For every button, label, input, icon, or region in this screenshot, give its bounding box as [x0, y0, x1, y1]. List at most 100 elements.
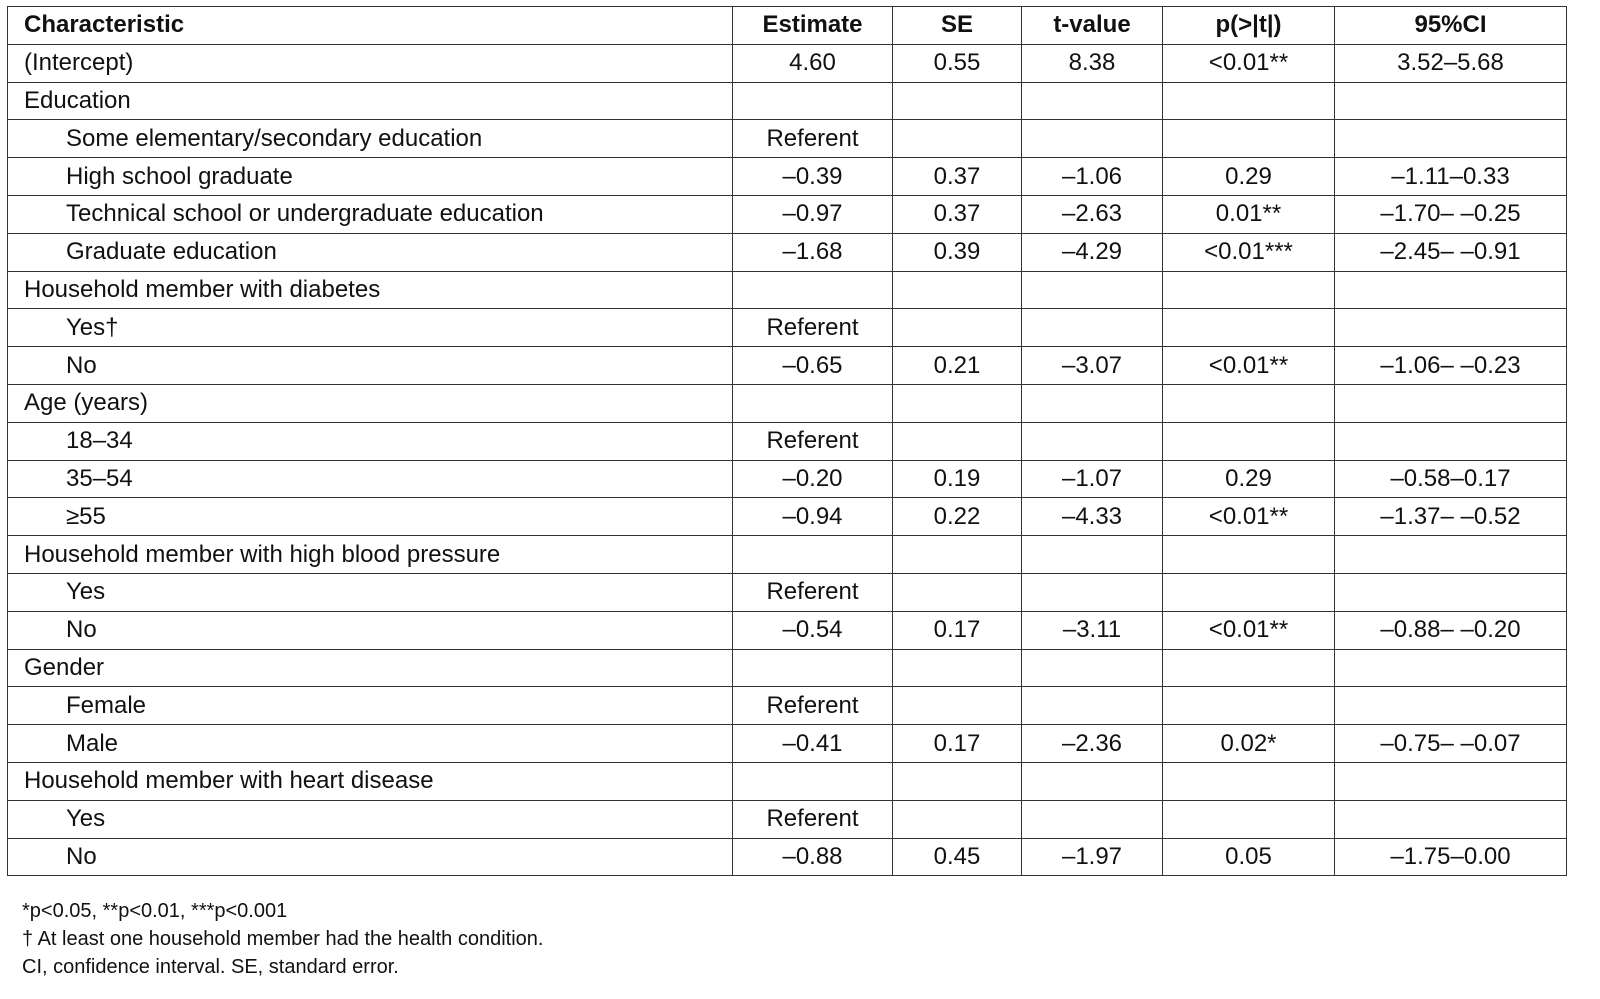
empty-cell: [1162, 383, 1335, 423]
row-label: Technical school or undergraduate educat…: [7, 194, 733, 234]
empty-cell: [1162, 421, 1335, 461]
table-row: Graduate education –1.68 0.39 –4.29 <0.01***…: [7, 232, 1567, 272]
empty-cell: [1021, 308, 1163, 348]
empty-cell: [732, 761, 893, 801]
row-label: No: [7, 837, 733, 877]
empty-cell: [1021, 572, 1163, 612]
table-row: No –0.54 0.17 –3.11 <0.01** –0.88– –0.20: [7, 610, 1567, 650]
cell: Referent: [732, 119, 893, 159]
cell: <0.01**: [1162, 43, 1335, 83]
table-row: No –0.65 0.21 –3.07 <0.01** –1.06– –0.23: [7, 346, 1567, 385]
cell: –1.11–0.33: [1334, 157, 1567, 196]
empty-cell: [892, 308, 1022, 348]
row-label: 18–34: [7, 421, 733, 461]
cell: 0.21: [892, 346, 1022, 385]
cell: –3.07: [1021, 346, 1163, 385]
cell: 0.19: [892, 459, 1022, 499]
table-row: Yes Referent: [7, 572, 1567, 612]
row-label: Age (years): [7, 383, 733, 423]
row-label: Female: [7, 686, 733, 726]
cell: 3.52–5.68: [1334, 43, 1567, 83]
cell: 8.38: [1021, 43, 1163, 83]
cell: 0.29: [1162, 459, 1335, 499]
cell: –0.88– –0.20: [1334, 610, 1567, 650]
empty-cell: [732, 648, 893, 688]
cell: Referent: [732, 572, 893, 612]
cell: –0.41: [732, 724, 893, 763]
row-label: Yes: [7, 572, 733, 612]
row-label: Yes: [7, 799, 733, 839]
table-row: Household member with diabetes: [7, 270, 1567, 310]
cell: –0.58–0.17: [1334, 459, 1567, 499]
row-label: No: [7, 610, 733, 650]
cell: Referent: [732, 799, 893, 839]
empty-cell: [1162, 572, 1335, 612]
column-header: t-value: [1021, 6, 1163, 45]
empty-cell: [1334, 383, 1567, 423]
cell: 0.37: [892, 157, 1022, 196]
row-label: ≥55: [7, 497, 733, 537]
table-row: Female Referent: [7, 686, 1567, 726]
table-row: Household member with high blood pressur…: [7, 535, 1567, 574]
table-row: High school graduate –0.39 0.37 –1.06 0.29 –1…: [7, 157, 1567, 196]
table-row: Gender: [7, 648, 1567, 688]
table-row: Technical school or undergraduate educat…: [7, 194, 1567, 234]
table-row: Some elementary/secondary education Refer…: [7, 119, 1567, 159]
table-row: Yes† Referent: [7, 308, 1567, 348]
empty-cell: [1021, 119, 1163, 159]
row-label: Graduate education: [7, 232, 733, 272]
cell: –1.06: [1021, 157, 1163, 196]
cell: 0.02*: [1162, 724, 1335, 763]
empty-cell: [1334, 648, 1567, 688]
empty-cell: [1334, 799, 1567, 839]
cell: –2.36: [1021, 724, 1163, 763]
cell: –0.54: [732, 610, 893, 650]
empty-cell: [1021, 270, 1163, 310]
cell: 4.60: [732, 43, 893, 83]
empty-cell: [732, 535, 893, 574]
empty-cell: [892, 572, 1022, 612]
row-label: Education: [7, 81, 733, 121]
table-row: No –0.88 0.45 –1.97 0.05 –1.75–0.00: [7, 837, 1567, 877]
table-row: Education: [7, 81, 1567, 121]
cell: –2.63: [1021, 194, 1163, 234]
cell: –1.06– –0.23: [1334, 346, 1567, 385]
cell: –2.45– –0.91: [1334, 232, 1567, 272]
empty-cell: [892, 761, 1022, 801]
row-label: Gender: [7, 648, 733, 688]
cell: 0.45: [892, 837, 1022, 877]
cell: –0.88: [732, 837, 893, 877]
column-header: p(>|t|): [1162, 6, 1335, 45]
empty-cell: [892, 119, 1022, 159]
cell: –1.70– –0.25: [1334, 194, 1567, 234]
cell: 0.17: [892, 610, 1022, 650]
column-header: SE: [892, 6, 1022, 45]
column-header: 95%CI: [1334, 6, 1567, 45]
cell: 0.39: [892, 232, 1022, 272]
cell: <0.01**: [1162, 610, 1335, 650]
empty-cell: [1021, 421, 1163, 461]
cell: Referent: [732, 421, 893, 461]
cell: –1.07: [1021, 459, 1163, 499]
row-label: Household member with diabetes: [7, 270, 733, 310]
empty-cell: [892, 383, 1022, 423]
empty-cell: [1021, 383, 1163, 423]
cell: –1.37– –0.52: [1334, 497, 1567, 537]
empty-cell: [1021, 535, 1163, 574]
empty-cell: [892, 686, 1022, 726]
row-label: 35–54: [7, 459, 733, 499]
cell: –4.29: [1021, 232, 1163, 272]
table-row: Yes Referent: [7, 799, 1567, 839]
footnote: *p<0.05, **p<0.01, ***p<0.001: [22, 900, 288, 922]
empty-cell: [1334, 119, 1567, 159]
empty-cell: [1162, 799, 1335, 839]
table-row: ≥55 –0.94 0.22 –4.33 <0.01** –1.37– –0.52: [7, 497, 1567, 537]
footnotes: *p<0.05, **p<0.01, ***p<0.001 † At least …: [22, 897, 543, 981]
cell: –3.11: [1021, 610, 1163, 650]
cell: –0.39: [732, 157, 893, 196]
cell: –0.75– –0.07: [1334, 724, 1567, 763]
empty-cell: [1162, 535, 1335, 574]
empty-cell: [1334, 686, 1567, 726]
empty-cell: [732, 383, 893, 423]
